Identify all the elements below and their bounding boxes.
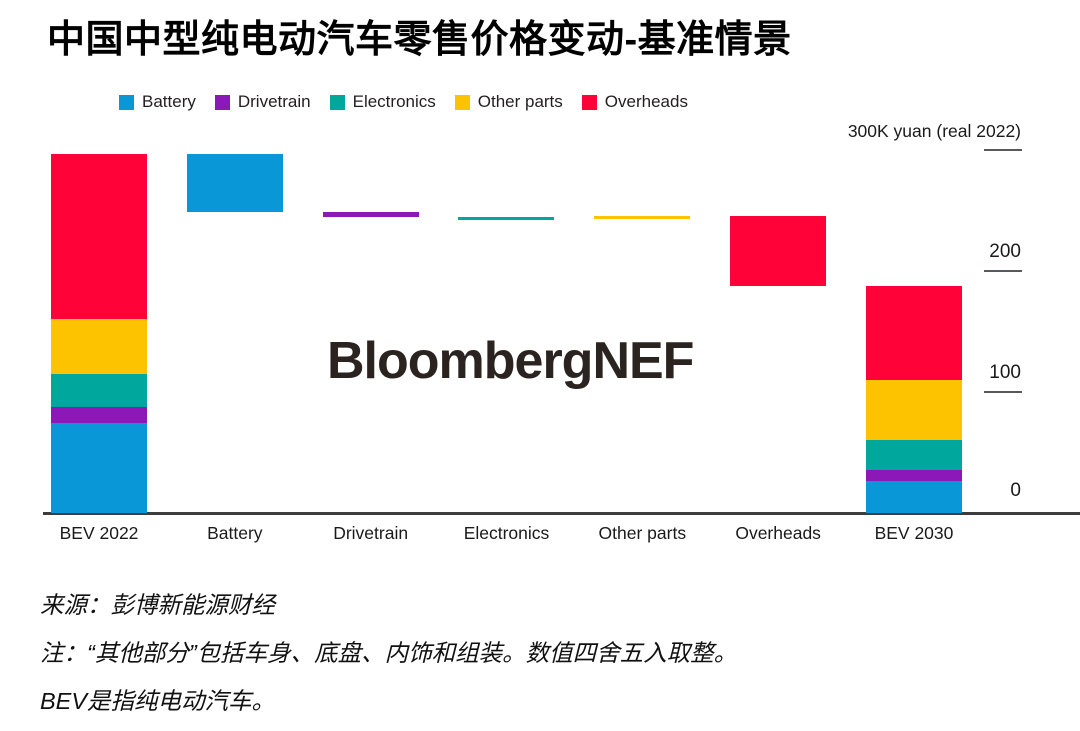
y-tick-label-0: 0 [1010, 480, 1021, 502]
x-axis-label-battery: Battery [207, 523, 263, 543]
bar-bev-2022-segment-overheads [51, 153, 147, 319]
y-tick-label-300: 300K yuan (real 2022) [847, 121, 1021, 142]
legend-item-battery: Battery [119, 92, 196, 112]
source-line: 来源：彭博新能源财经 [40, 592, 275, 618]
legend-label: Other parts [477, 92, 563, 111]
x-axis-line [43, 511, 1080, 515]
legend-label: Overheads [604, 92, 688, 111]
bar-bev-2022-segment-drivetrain [51, 406, 147, 423]
legend-item-electronics: Electronics [329, 92, 436, 112]
bar-change-overheads [730, 215, 827, 286]
bar-bev-2030-segment-other_parts [865, 380, 962, 440]
legend-item-other_parts: Other parts [454, 92, 563, 112]
x-axis-label-bev-2030: BEV 2030 [874, 523, 954, 543]
x-axis-label-overheads: Overheads [735, 523, 821, 543]
note-line-2: BEV是指纯电动汽车。 [40, 688, 276, 714]
bar-change-drivetrain [322, 212, 419, 217]
y-tick-line-200 [984, 270, 1022, 273]
legend-label: Electronics [352, 92, 436, 111]
bar-change-other-parts [594, 215, 691, 220]
drivetrain-swatch-icon [214, 94, 230, 110]
x-axis-label-bev-2022: BEV 2022 [59, 523, 139, 543]
legend: Battery Drivetrain Electronics Other parts O… [119, 92, 688, 112]
bar-bev-2030-segment-electronics [865, 439, 962, 470]
legend-label: Drivetrain [237, 92, 311, 111]
battery-swatch-icon [119, 94, 134, 110]
legend-item-overheads: Overheads [581, 92, 688, 112]
y-tick-line-100 [984, 391, 1022, 394]
y-tick-line-300 [984, 149, 1022, 152]
bar-bev-2022-segment-other_parts [51, 318, 147, 375]
bar-bev-2022-segment-battery [51, 422, 147, 514]
note-line-1: 注：“其他部分”包括车身、底盘、内饰和组装。数值四舍五入取整。 [40, 640, 738, 666]
x-axis-label-electronics: Electronics [463, 523, 550, 543]
other_parts-swatch-icon [454, 94, 470, 110]
bar-change-battery [186, 153, 283, 213]
bar-bev-2030-segment-drivetrain [865, 469, 962, 481]
x-axis-label-drivetrain: Drivetrain [333, 523, 409, 543]
bar-change-electronics [458, 216, 555, 220]
overheads-swatch-icon [581, 94, 597, 110]
bloombergnef-watermark: BloombergNEF [327, 332, 694, 390]
chart-title: 中国中型纯电动汽车零售价格变动-基准情景 [47, 19, 792, 61]
y-tick-label-200: 200 [989, 241, 1021, 263]
bar-bev-2030-segment-overheads [865, 285, 962, 381]
footer-notes: 来源：彭博新能源财经 注：“其他部分”包括车身、底盘、内饰和组装。数值四舍五入取… [40, 581, 737, 725]
legend-label: Battery [142, 92, 196, 111]
bar-bev-2030-segment-battery [865, 480, 962, 514]
electronics-swatch-icon [329, 94, 345, 110]
bar-bev-2022-segment-electronics [51, 374, 147, 407]
x-axis-label-other-parts: Other parts [598, 523, 687, 543]
legend-item-drivetrain: Drivetrain [214, 92, 311, 112]
y-tick-label-100: 100 [989, 362, 1021, 384]
